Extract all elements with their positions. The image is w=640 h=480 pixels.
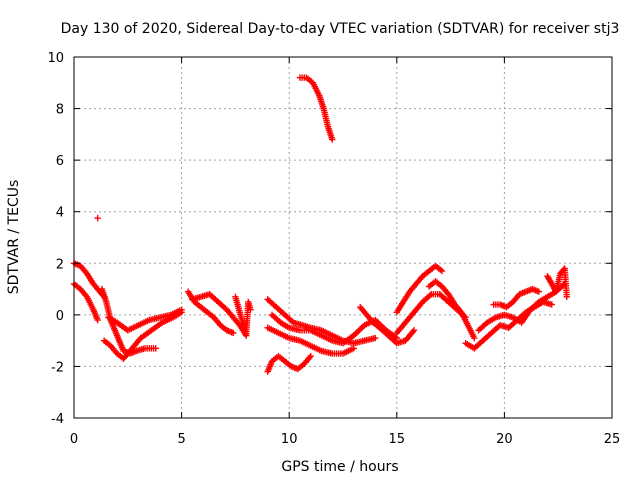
series-arc-n [357,303,418,347]
axis-ticks: 0 5 10 15 20 25 -4 -2 0 2 4 6 8 10 [47,51,620,447]
plot-frame [73,56,613,419]
series-outlier [94,214,101,222]
series-arc-u [544,265,571,301]
x-tick-label: 15 [389,432,406,447]
data-point [548,301,555,308]
x-tick-label: 25 [604,432,621,447]
data-points [70,74,571,375]
series-arc-t [490,285,543,311]
y-tick-label: 4 [56,206,64,221]
series-arc-e [105,306,185,334]
series-arc-k [264,296,379,347]
series-arc-j [264,352,314,375]
y-tick-label: -4 [51,412,64,427]
data-point [178,306,185,313]
series-arc-s [475,280,568,334]
y-tick-label: 10 [47,51,64,66]
data-point [94,316,101,324]
series-arc-h [232,293,254,339]
data-point [353,329,361,336]
data-point [247,306,254,313]
data-point [535,288,543,295]
data-point [152,345,159,352]
series-arc-i [296,74,336,143]
series-arc-q [425,278,478,342]
x-tick-label: 20 [496,432,513,447]
series-arc-l [264,324,357,357]
data-point [471,334,478,342]
x-axis-title: GPS time / hours [281,459,398,475]
series-arc-o [393,262,446,316]
x-tick-label: 0 [70,432,78,447]
series-arc-f [184,288,237,337]
x-tick-label: 5 [177,432,185,447]
x-tick-label: 10 [281,432,298,447]
data-point [356,326,364,333]
y-tick-label: 0 [56,309,64,324]
data-point [560,266,567,273]
chart-title: Day 130 of 2020, Sidereal Day-to-day VTE… [61,21,620,37]
y-tick-label: -2 [51,360,64,375]
y-axis-title: SDTVAR / TECUs [6,180,22,295]
series-arc-b [70,280,101,324]
data-point [355,327,362,335]
data-point [563,293,571,301]
data-point [230,329,237,337]
data-point [358,324,365,332]
y-tick-label: 8 [56,103,64,118]
data-point [410,327,418,334]
data-point [438,267,446,275]
y-tick-label: 6 [56,154,64,169]
data-point [372,334,379,342]
data-point [350,345,357,352]
data-point [329,136,336,143]
y-tick-label: 2 [56,257,64,272]
grid [74,57,612,418]
data-point [307,352,314,360]
data-point [94,214,101,222]
